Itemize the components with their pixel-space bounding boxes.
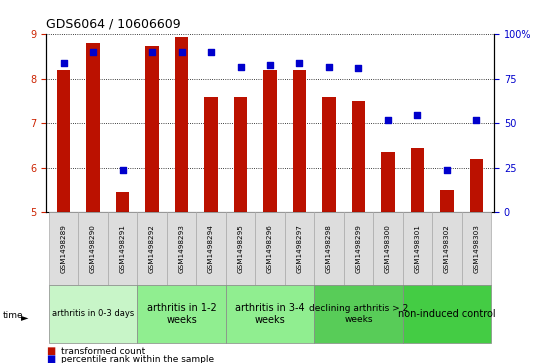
Bar [175, 37, 188, 212]
Bar [255, 212, 285, 285]
Bar [285, 212, 314, 285]
Bar [432, 212, 462, 285]
Bar [344, 212, 373, 285]
Bar [352, 101, 365, 212]
Text: time: time [3, 311, 23, 320]
Text: GSM1498294: GSM1498294 [208, 224, 214, 273]
Text: GSM1498302: GSM1498302 [444, 224, 450, 273]
Point [207, 49, 215, 55]
Bar [116, 192, 129, 212]
Bar [108, 212, 137, 285]
Text: non-induced control: non-induced control [398, 309, 496, 319]
Bar [196, 212, 226, 285]
Bar [205, 97, 218, 212]
Bar [314, 285, 403, 343]
Bar [264, 70, 276, 212]
Text: GSM1498290: GSM1498290 [90, 224, 96, 273]
Bar [373, 212, 403, 285]
Point [148, 49, 157, 55]
Text: GSM1498292: GSM1498292 [149, 224, 155, 273]
Text: arthritis in 3-4
weeks: arthritis in 3-4 weeks [235, 303, 305, 325]
Bar [78, 212, 108, 285]
Point [325, 64, 333, 69]
Bar [137, 285, 226, 343]
Point [177, 49, 186, 55]
Bar [470, 159, 483, 212]
Text: ►: ► [21, 312, 28, 322]
Text: GSM1498295: GSM1498295 [238, 224, 244, 273]
Bar [137, 212, 167, 285]
Bar [49, 212, 78, 285]
Text: GDS6064 / 10606609: GDS6064 / 10606609 [46, 17, 180, 30]
Point [266, 62, 274, 68]
Text: GSM1498296: GSM1498296 [267, 224, 273, 273]
Text: arthritis in 0-3 days: arthritis in 0-3 days [52, 310, 134, 318]
Bar [403, 212, 432, 285]
Text: GSM1498298: GSM1498298 [326, 224, 332, 273]
Point [295, 60, 304, 66]
Text: GSM1498289: GSM1498289 [60, 224, 66, 273]
Text: declining arthritis > 2
weeks: declining arthritis > 2 weeks [309, 304, 408, 324]
Text: GSM1498303: GSM1498303 [474, 224, 480, 273]
Bar [403, 285, 491, 343]
Text: GSM1498300: GSM1498300 [385, 224, 391, 273]
Bar [440, 190, 454, 212]
Point [118, 167, 127, 172]
Bar [234, 97, 247, 212]
Bar [462, 212, 491, 285]
Bar [226, 212, 255, 285]
Bar [86, 43, 100, 212]
Bar [411, 148, 424, 212]
Point [472, 117, 481, 123]
Text: transformed count: transformed count [61, 347, 145, 356]
Bar [322, 97, 335, 212]
Text: GSM1498299: GSM1498299 [355, 224, 361, 273]
Text: percentile rank within the sample: percentile rank within the sample [61, 355, 214, 363]
Text: GSM1498291: GSM1498291 [119, 224, 126, 273]
Text: ■: ■ [46, 346, 55, 356]
Bar [293, 70, 306, 212]
Point [59, 60, 68, 66]
Point [443, 167, 451, 172]
Bar [314, 212, 344, 285]
Text: GSM1498297: GSM1498297 [296, 224, 302, 273]
Text: GSM1498293: GSM1498293 [179, 224, 185, 273]
Text: GSM1498301: GSM1498301 [414, 224, 421, 273]
Bar [57, 70, 70, 212]
Bar [381, 152, 395, 212]
Point [413, 112, 422, 118]
Bar [226, 285, 314, 343]
Bar [167, 212, 196, 285]
Text: arthritis in 1-2
weeks: arthritis in 1-2 weeks [147, 303, 217, 325]
Point [383, 117, 392, 123]
Point [354, 65, 363, 71]
Text: ■: ■ [46, 354, 55, 363]
Bar [145, 46, 159, 212]
Bar [49, 285, 137, 343]
Point [236, 64, 245, 69]
Point [89, 49, 97, 55]
